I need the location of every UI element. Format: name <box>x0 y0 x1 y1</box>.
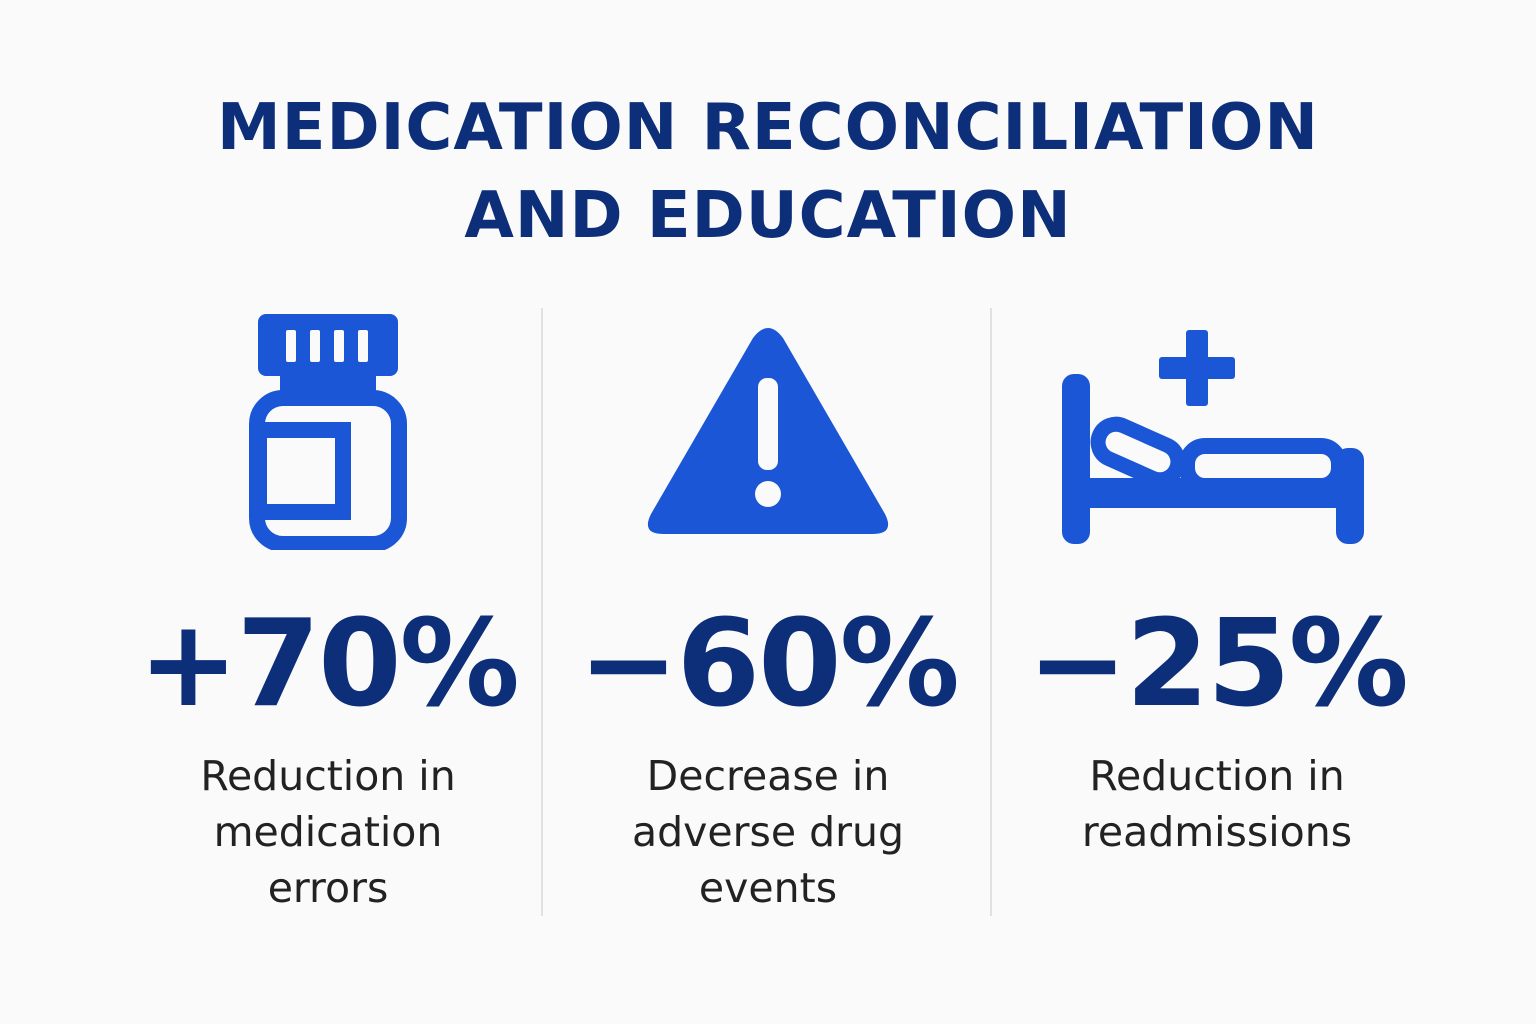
column-divider <box>990 308 992 916</box>
stat-card-adverse-drug-events: −60% Decrease in adverse drug events <box>543 300 993 940</box>
description-line: errors <box>267 864 389 912</box>
stat-description: Reduction in medication errors <box>98 748 558 916</box>
title-line-2: AND EDUCATION <box>464 179 1072 253</box>
column-divider <box>541 308 543 916</box>
hospital-bed-icon <box>1062 330 1364 544</box>
warning-triangle-icon <box>647 328 889 534</box>
description-line: events <box>698 864 838 912</box>
description-line: Reduction in <box>200 752 456 800</box>
description-line: Decrease in <box>646 752 890 800</box>
stat-description: Reduction in readmissions <box>992 748 1442 860</box>
stat-card-medication-errors: +70% Reduction in medication errors <box>98 300 558 940</box>
description-line: readmissions <box>1081 808 1353 856</box>
description-line: adverse drug <box>631 808 904 856</box>
stat-description: Decrease in adverse drug events <box>543 748 993 916</box>
stat-value: −25% <box>1027 595 1409 734</box>
title-line-1: MEDICATION RECONCILIATION <box>217 91 1319 165</box>
description-line: Reduction in <box>1089 752 1345 800</box>
page-title: MEDICATION RECONCILIATION AND EDUCATION <box>0 84 1536 260</box>
description-line: medication <box>213 808 443 856</box>
stat-value: +70% <box>138 595 520 734</box>
pill-bottle-icon <box>249 314 407 550</box>
stat-card-readmissions: −25% Reduction in readmissions <box>992 300 1442 940</box>
stat-value: −60% <box>578 595 960 734</box>
